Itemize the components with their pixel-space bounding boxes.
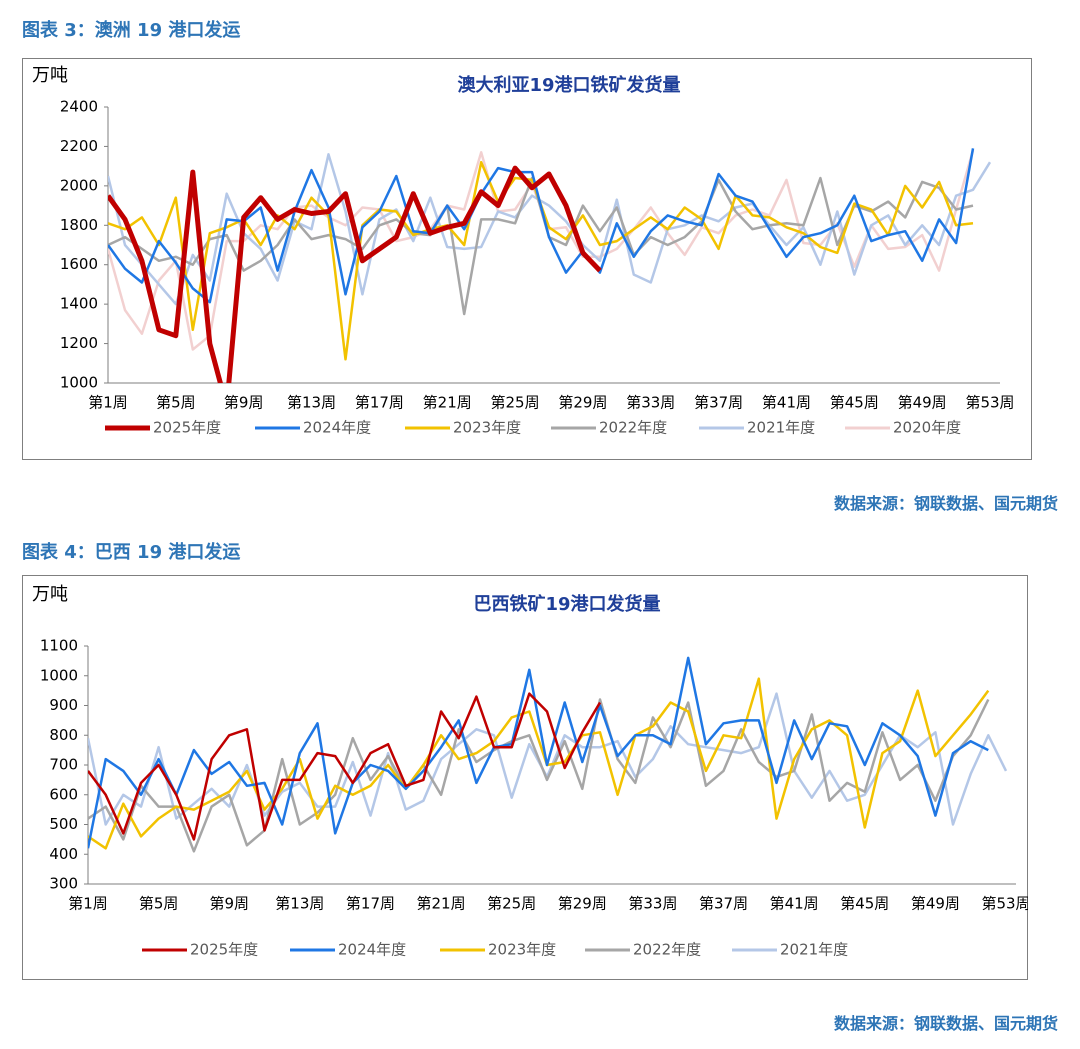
y-tick-label: 800 — [49, 726, 78, 744]
x-tick-label: 第29周 — [558, 895, 607, 913]
legend-label: 2022年度 — [599, 419, 667, 437]
legend-label: 2021年度 — [780, 941, 848, 959]
caption: 图表 4：巴西 19 港口发运 — [22, 542, 241, 563]
x-tick-label: 第13周 — [287, 394, 336, 412]
x-tick-label: 第53周 — [981, 895, 1028, 913]
source: 数据来源：钢联数据、国元期货 — [833, 494, 1058, 513]
y-tick-label: 700 — [49, 756, 78, 774]
y-tick-label: 2000 — [60, 176, 98, 194]
x-tick-label: 第29周 — [558, 394, 607, 412]
caption: 图表 3：澳洲 19 港口发运 — [22, 20, 241, 41]
y-tick-label: 1000 — [60, 374, 98, 392]
legend-label: 2024年度 — [303, 419, 371, 437]
y-tick-label: 1200 — [60, 334, 98, 352]
legend-label: 2023年度 — [488, 941, 556, 959]
y-tick-label: 900 — [49, 696, 78, 714]
x-tick-label: 第13周 — [275, 895, 324, 913]
x-tick-label: 第41周 — [770, 895, 819, 913]
x-tick-label: 第1周 — [88, 394, 128, 412]
y-tick-label: 1000 — [40, 666, 78, 684]
x-tick-label: 第41周 — [762, 394, 811, 412]
x-tick-label: 第21周 — [417, 895, 466, 913]
x-tick-label: 第45周 — [830, 394, 879, 412]
chart: 巴西铁矿19港口发货量 万吨 300 400 500 600 700 800 900 1000 11… — [22, 575, 1028, 980]
series-line — [88, 656, 989, 849]
x-tick-label: 第9周 — [209, 895, 249, 913]
y-axis-label: 万吨 — [32, 584, 68, 605]
legend-label: 2025年度 — [153, 419, 221, 437]
x-tick-label: 第17周 — [346, 895, 395, 913]
y-tick-label: 1400 — [60, 295, 98, 313]
y-tick-label: 500 — [49, 815, 78, 833]
y-tick-label: 600 — [49, 785, 78, 803]
chart: 澳大利亚19港口铁矿发货量 万吨 1000 1200 1400 1600 1800 2000 2… — [22, 58, 1032, 460]
y-tick-label: 400 — [49, 845, 78, 863]
y-tick-label: 2200 — [60, 137, 98, 155]
x-tick-label: 第17周 — [355, 394, 404, 412]
series-line — [108, 148, 975, 304]
x-tick-label: 第5周 — [139, 895, 179, 913]
y-tick-label: 1600 — [60, 255, 98, 273]
x-tick-label: 第25周 — [491, 394, 540, 412]
y-tick-label: 2400 — [60, 98, 98, 116]
x-tick-label: 第37周 — [699, 895, 748, 913]
series-line — [88, 692, 602, 841]
x-tick-label: 第1周 — [68, 895, 108, 913]
x-tick-label: 第33周 — [626, 394, 675, 412]
x-tick-label: 第33周 — [628, 895, 677, 913]
series-line — [108, 165, 602, 383]
x-tick-label: 第25周 — [487, 895, 536, 913]
legend-label: 2024年度 — [338, 941, 406, 959]
y-tick-label: 1100 — [40, 637, 78, 655]
chart-frame — [22, 58, 1032, 460]
series-line — [88, 677, 990, 850]
x-tick-label: 第37周 — [694, 394, 743, 412]
x-tick-label: 第9周 — [224, 394, 264, 412]
x-tick-label: 第5周 — [156, 394, 196, 412]
source: 数据来源：钢联数据、国元期货 — [833, 1014, 1058, 1033]
chart-frame — [22, 575, 1028, 980]
y-tick-label: 300 — [49, 875, 78, 893]
series-line — [88, 698, 990, 853]
legend-label: 2023年度 — [453, 419, 521, 437]
legend-label: 2021年度 — [747, 419, 815, 437]
x-tick-label: 第49周 — [898, 394, 947, 412]
legend-label: 2022年度 — [633, 941, 701, 959]
y-tick-label: 1800 — [60, 216, 98, 234]
y-axis-label: 万吨 — [32, 65, 68, 86]
legend-label: 2020年度 — [893, 419, 961, 437]
chart-title: 澳大利亚19港口铁矿发货量 — [457, 74, 680, 96]
x-tick-label: 第21周 — [423, 394, 472, 412]
x-tick-label: 第49周 — [911, 895, 960, 913]
x-tick-label: 第53周 — [965, 394, 1014, 412]
x-tick-label: 第45周 — [840, 895, 889, 913]
legend-label: 2025年度 — [190, 941, 258, 959]
chart-title: 巴西铁矿19港口发货量 — [473, 593, 660, 615]
